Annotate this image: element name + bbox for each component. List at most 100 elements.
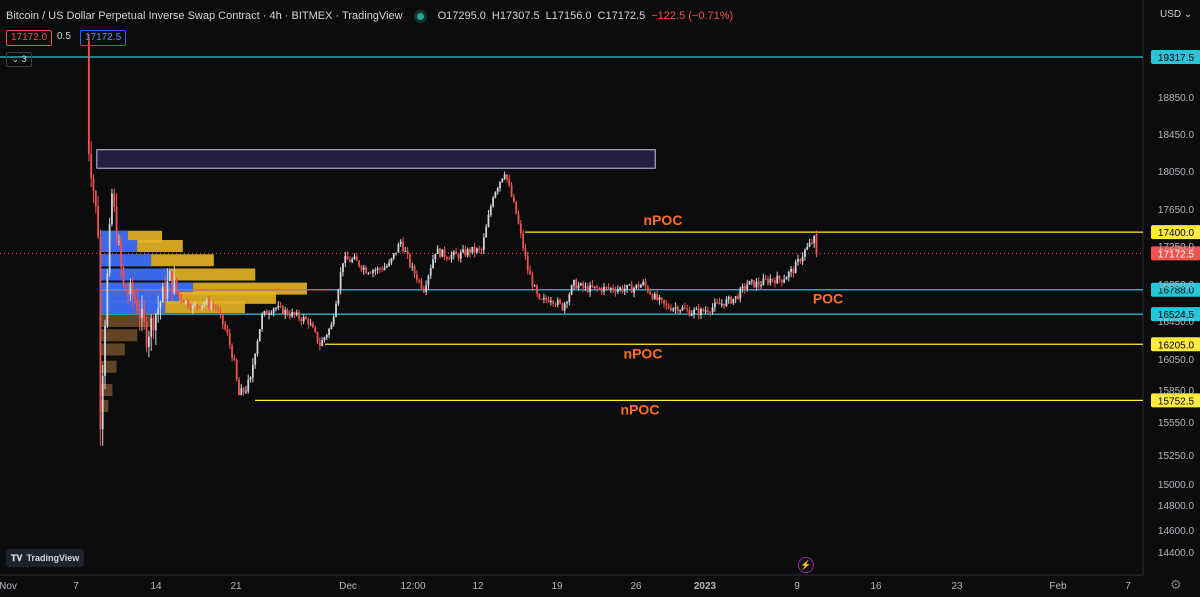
candle-body (455, 251, 458, 255)
level-tag-text: 16788.0 (1158, 286, 1195, 297)
candle-body (665, 303, 668, 306)
y-tick-label: 15550.0 (1158, 418, 1195, 429)
candle-body (473, 246, 476, 253)
price-change: −122.5 (−0.71%) (651, 10, 734, 22)
spread-value: 0.5 (57, 31, 71, 42)
candle-body (270, 312, 273, 314)
candle-body (524, 248, 527, 257)
x-tick-label: 16 (870, 581, 882, 592)
candle-body (727, 296, 730, 300)
candle-body (399, 241, 402, 245)
tradingview-logo[interactable]: 𝐓𝐕 TradingView (6, 549, 84, 567)
level-tag-text: 19317.5 (1158, 53, 1195, 64)
candle-body (450, 254, 453, 259)
candle-body (552, 300, 555, 304)
candle-body (305, 317, 307, 320)
candle-body (365, 267, 367, 274)
candle-body (208, 300, 210, 308)
candle-body (653, 294, 656, 300)
candle-body (808, 242, 811, 247)
candle-body (238, 379, 240, 396)
gear-icon[interactable]: ⚙ (1170, 577, 1182, 592)
candle-body (198, 306, 201, 308)
candle-body (462, 249, 464, 253)
currency-selector[interactable]: USD ⌄ (1160, 9, 1192, 20)
candle-body (263, 311, 266, 315)
candle-body (355, 256, 358, 261)
candle-body (383, 267, 386, 270)
candle-body (145, 321, 148, 348)
candle-body (605, 286, 608, 288)
level-tag-text: 17400.0 (1158, 228, 1195, 239)
candle-body (395, 252, 397, 254)
candle-body (508, 179, 511, 186)
candle-body (245, 391, 247, 393)
candle-body (783, 279, 786, 283)
candle-body (797, 259, 799, 262)
candle-body (683, 307, 686, 309)
candle-body (397, 244, 400, 253)
candle-body (131, 283, 134, 297)
candle-body (411, 266, 414, 268)
candle-body (212, 305, 215, 307)
candle-body (459, 252, 462, 259)
candle-body (780, 279, 783, 283)
candle-body (281, 306, 284, 315)
candle-body (600, 288, 603, 292)
candle-body (242, 388, 245, 393)
candle-body (429, 268, 432, 276)
candle-body (774, 280, 776, 284)
candle-body (92, 178, 95, 192)
candle-body (487, 214, 490, 227)
symbol-title[interactable]: Bitcoin / US Dollar Perpetual Inverse Sw… (6, 10, 403, 22)
candle-body (325, 334, 328, 338)
candle-body (482, 237, 485, 251)
candle-body (171, 271, 173, 294)
candle-body (215, 306, 217, 308)
candle-body (288, 314, 291, 317)
candle-body (94, 191, 97, 207)
candle-body (247, 379, 250, 392)
candle-body (663, 299, 665, 304)
candle-body (413, 266, 416, 275)
candle-body (476, 248, 478, 253)
candle-body (679, 310, 682, 312)
level-annotation: nPOC (624, 345, 663, 361)
candle-body (566, 302, 568, 304)
candle-body (328, 328, 330, 335)
volume-profile-bar (100, 343, 125, 356)
candle-body (298, 312, 300, 319)
candle-body (164, 286, 166, 299)
y-tick-label: 18450.0 (1158, 130, 1195, 141)
candle-body (189, 306, 192, 310)
level-price-tag: 15752.5 (1151, 393, 1200, 407)
candle-body (203, 303, 206, 306)
x-tick-label: Dec (339, 581, 357, 592)
candle-body (323, 337, 326, 340)
candle-body (87, 41, 90, 155)
level-price-tag: 17400.0 (1151, 225, 1200, 239)
indicator-count: 3 (21, 54, 27, 64)
candle-body (757, 281, 760, 286)
lightning-icon[interactable]: ⚡ (798, 557, 814, 573)
candle-body (709, 311, 712, 313)
candle-body (286, 309, 289, 315)
candle-body (113, 193, 116, 208)
candle-body (649, 291, 652, 295)
indicators-toggle[interactable]: ⌄ 3 (6, 52, 32, 67)
candle-body (517, 213, 520, 224)
candle-body (138, 311, 141, 319)
candle-body (607, 287, 610, 289)
candle-body (316, 331, 319, 343)
level-annotation: nPOC (644, 212, 683, 228)
candle-body (603, 286, 605, 292)
candle-body (734, 296, 737, 299)
sell-price-button[interactable]: 17172.0 (6, 30, 53, 46)
x-tick-label: 7 (1125, 581, 1131, 592)
candle-body (677, 307, 679, 312)
candle-body (623, 288, 626, 292)
candle-body (258, 329, 261, 342)
buy-price-button[interactable]: 17172.5 (80, 30, 127, 46)
y-tick-label: 14600.0 (1158, 526, 1195, 537)
